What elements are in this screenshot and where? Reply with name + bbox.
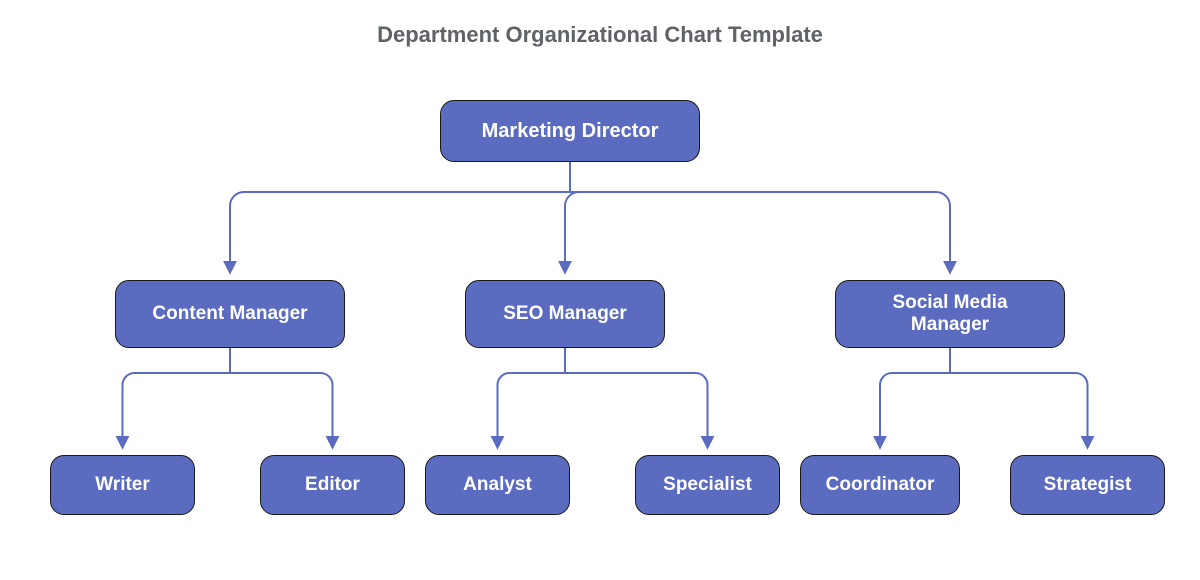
org-node-director: Marketing Director xyxy=(440,100,700,162)
org-node-writer: Writer xyxy=(50,455,195,515)
org-node-analyst: Analyst xyxy=(425,455,570,515)
org-node-content: Content Manager xyxy=(115,280,345,348)
connector xyxy=(570,192,950,272)
connector xyxy=(565,192,579,272)
connector xyxy=(230,373,333,447)
org-node-strategist: Strategist xyxy=(1010,455,1165,515)
connector xyxy=(230,192,570,272)
connector xyxy=(880,373,950,447)
chart-title: Department Organizational Chart Template xyxy=(0,22,1200,48)
org-chart-canvas: Department Organizational Chart Template… xyxy=(0,0,1200,580)
org-node-seo: SEO Manager xyxy=(465,280,665,348)
org-node-social: Social MediaManager xyxy=(835,280,1065,348)
org-node-editor: Editor xyxy=(260,455,405,515)
connector xyxy=(123,373,231,447)
org-node-specialist: Specialist xyxy=(635,455,780,515)
connector xyxy=(950,373,1088,447)
org-node-coordinator: Coordinator xyxy=(800,455,960,515)
connector xyxy=(498,373,566,447)
connector xyxy=(565,373,708,447)
